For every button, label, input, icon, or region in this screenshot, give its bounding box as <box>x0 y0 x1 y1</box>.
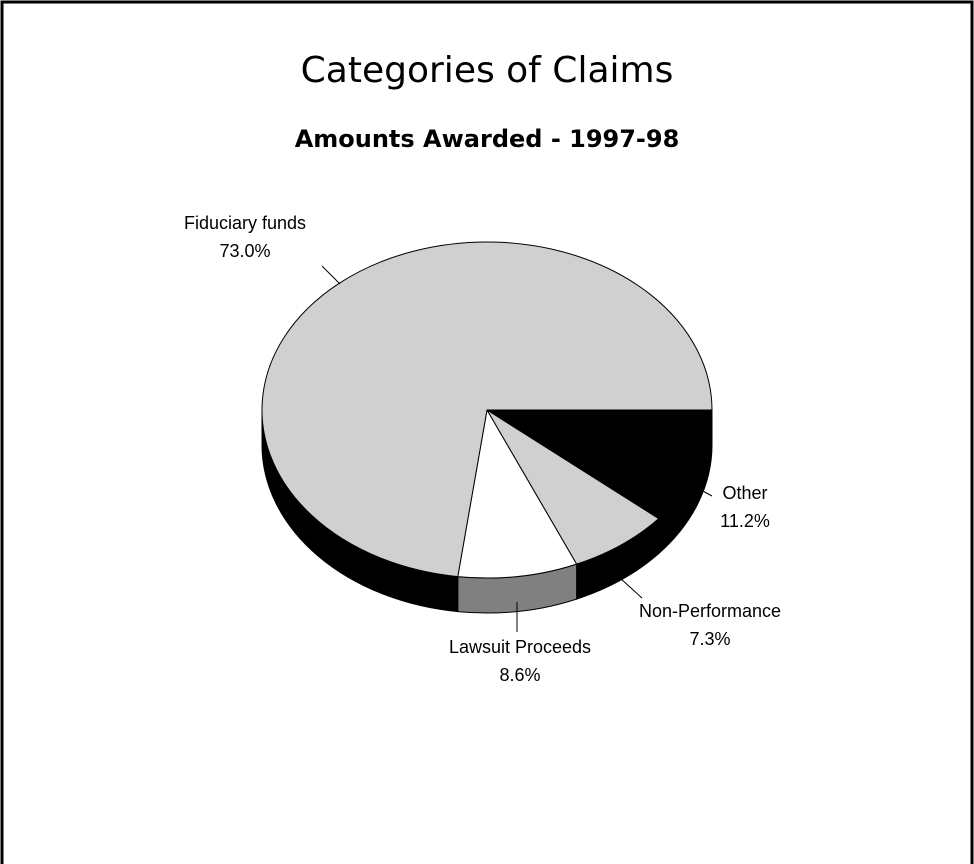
chart-title: Categories of Claims <box>301 50 674 91</box>
slice-label: Lawsuit Proceeds <box>449 637 591 657</box>
leader-line <box>689 483 713 497</box>
slice-label: Other <box>722 483 767 503</box>
pie-slice <box>457 408 578 579</box>
chart-subtitle: Amounts Awarded - 1997-98 <box>295 125 680 153</box>
pie-slice <box>261 241 713 578</box>
slice-value-label: 11.2% <box>720 511 770 531</box>
slice-value-label: 73.0% <box>219 241 270 261</box>
slice-label: Non-Performance <box>639 601 781 621</box>
slice-value-label: 7.3% <box>689 629 730 649</box>
pie-slice <box>486 409 660 565</box>
pie-slice <box>485 409 713 520</box>
leader-line <box>619 577 643 599</box>
slice-value-label: 8.6% <box>499 665 540 685</box>
leader-line <box>321 265 341 285</box>
slice-label: Fiduciary funds <box>184 213 306 233</box>
